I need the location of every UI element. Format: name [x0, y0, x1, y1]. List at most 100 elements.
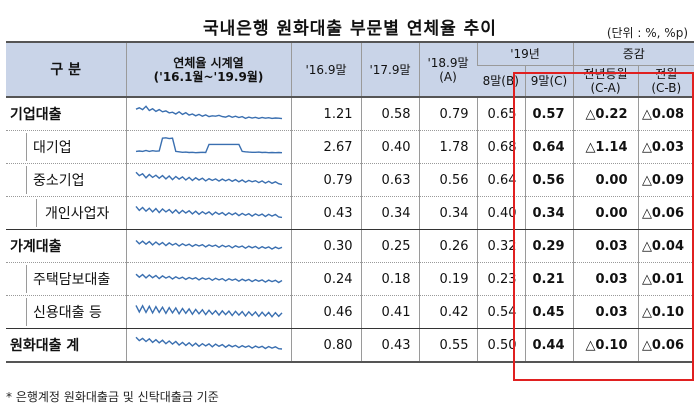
header-change: 증감 — [572, 42, 695, 66]
sparkline-cell — [125, 97, 291, 131]
cell-1609: 0.46 — [290, 295, 361, 329]
row-label: 신용대출 등 — [6, 295, 126, 329]
cell-mom: △0.03 — [637, 130, 695, 164]
cell-aug: 0.65 — [476, 97, 525, 131]
cell-1709: 0.40 — [360, 130, 419, 164]
cell-1709: 0.25 — [360, 229, 419, 263]
table-row: 대기업 2.67 0.40 1.78 0.68 0.64 △1.14 △0.03 — [6, 130, 695, 164]
cell-1709: 0.58 — [360, 97, 419, 131]
header-mom-label: 전월 — [655, 67, 678, 81]
cell-aug: 0.64 — [476, 163, 525, 197]
cell-yoy: 0.00 — [572, 163, 639, 197]
cell-yoy: 0.00 — [572, 196, 639, 230]
header-aug: 8말(B) — [477, 65, 525, 97]
cell-1709: 0.18 — [360, 262, 419, 296]
cell-yoy: 0.03 — [572, 295, 639, 329]
cell-sep: 0.64 — [524, 130, 574, 164]
row-label: 개인사업자 — [6, 196, 126, 230]
cell-1809: 0.55 — [418, 328, 477, 363]
cell-aug: 0.68 — [476, 130, 525, 164]
sparkline — [135, 137, 282, 154]
cell-mom: △0.09 — [637, 163, 695, 197]
cell-aug: 0.40 — [476, 196, 525, 230]
sparkline-path — [135, 137, 282, 154]
cell-yoy: 0.03 — [572, 229, 639, 263]
cell-1809: 1.78 — [418, 130, 477, 164]
cell-sep: 0.29 — [524, 229, 574, 263]
cell-1709: 0.41 — [360, 295, 419, 329]
sparkline-cell — [125, 328, 291, 363]
sparkline-cell — [125, 295, 291, 329]
footnote: * 은행계정 원화대출금 및 신탁대출금 기준 — [6, 390, 219, 404]
page-title: 국내은행 원화대출 부문별 연체율 추이 — [203, 19, 497, 39]
header-1609: '16.9말 — [290, 42, 361, 97]
cell-sep: 0.34 — [524, 196, 574, 230]
row-label: 가계대출 — [6, 229, 126, 263]
header-series-title: 연체율 시계열 — [173, 55, 244, 70]
cell-mom: △0.01 — [637, 262, 695, 296]
header-category: 구 분 — [6, 42, 126, 97]
cell-1709: 0.43 — [360, 328, 419, 363]
cell-yoy: 0.03 — [572, 262, 639, 296]
cell-yoy: △0.10 — [572, 328, 639, 363]
sparkline — [135, 240, 282, 250]
row-label: 대기업 — [6, 130, 126, 164]
cell-mom: △0.08 — [637, 97, 695, 131]
sparkline-cell — [125, 229, 291, 263]
table-row: 가계대출 0.30 0.25 0.26 0.32 0.29 0.03 △0.04 — [6, 229, 695, 263]
sparkline-cell — [125, 196, 291, 230]
row-label: 기업대출 — [6, 97, 126, 131]
cell-sep: 0.21 — [524, 262, 574, 296]
cell-1609: 0.43 — [290, 196, 361, 230]
cell-1609: 1.21 — [290, 97, 361, 131]
header-sep: 9말(C) — [524, 65, 574, 97]
cell-1609: 0.80 — [290, 328, 361, 363]
header-2019: '19년 — [476, 42, 574, 66]
cell-1609: 0.30 — [290, 229, 361, 263]
cell-1609: 0.24 — [290, 262, 361, 296]
sparkline-cell — [125, 163, 291, 197]
cell-1809: 0.34 — [418, 196, 477, 230]
sparkline — [134, 205, 282, 219]
cell-sep: 0.45 — [524, 295, 574, 329]
header-yoy-label: 전년동월 — [583, 67, 628, 81]
cell-1809: 0.42 — [418, 295, 477, 329]
cell-aug: 0.23 — [476, 262, 525, 296]
unit-label: (단위 : %, %p) — [606, 26, 688, 40]
table-row: 개인사업자 0.43 0.34 0.34 0.40 0.34 0.00 △0.0… — [6, 196, 695, 230]
cell-yoy: △1.14 — [572, 130, 639, 164]
header-yoy: 전년동월 (C-A) — [572, 65, 639, 97]
header-yoy-sub: (C-A) — [590, 81, 621, 95]
header-mom-sub: (C-B) — [651, 81, 682, 95]
sparkline — [134, 304, 283, 318]
sparkline-path — [134, 205, 282, 219]
delinquency-table: 구 분 연체율 시계열 ('16.1월~'19.9월) '16.9말 '17.9… — [6, 41, 695, 363]
sparkline — [135, 336, 282, 350]
cell-mom: △0.10 — [637, 295, 695, 329]
sparkline-path — [135, 240, 282, 250]
table-row: 주택담보대출 0.24 0.18 0.19 0.23 0.21 0.03 △0.… — [6, 262, 695, 296]
cell-1709: 0.63 — [360, 163, 419, 197]
cell-1809: 0.79 — [418, 97, 477, 131]
row-label: 원화대출 계 — [6, 328, 126, 363]
cell-aug: 0.50 — [476, 328, 525, 363]
header-series-range: ('16.1월~'19.9월) — [153, 69, 264, 84]
sparkline-cell — [125, 130, 291, 164]
header-series: 연체율 시계열 ('16.1월~'19.9월) — [125, 42, 291, 97]
table-row: 중소기업 0.79 0.63 0.56 0.64 0.56 0.00 △0.09 — [6, 163, 695, 197]
sparkline — [135, 105, 282, 120]
cell-sep: 0.44 — [524, 328, 574, 363]
sparkline-path — [135, 171, 282, 186]
sparkline-path — [134, 304, 283, 318]
header-1709: '17.9말 — [360, 42, 419, 97]
cell-mom: △0.06 — [637, 196, 695, 230]
cell-yoy: △0.22 — [572, 97, 639, 131]
cell-1809: 0.26 — [418, 229, 477, 263]
sparkline — [135, 171, 282, 186]
table-row: 기업대출 1.21 0.58 0.79 0.65 0.57 △0.22 △0.0… — [6, 97, 695, 131]
cell-1809: 0.19 — [418, 262, 477, 296]
row-label: 주택담보대출 — [6, 262, 126, 296]
sparkline-path — [135, 273, 282, 284]
sparkline-cell — [125, 262, 291, 296]
cell-sep: 0.56 — [524, 163, 574, 197]
